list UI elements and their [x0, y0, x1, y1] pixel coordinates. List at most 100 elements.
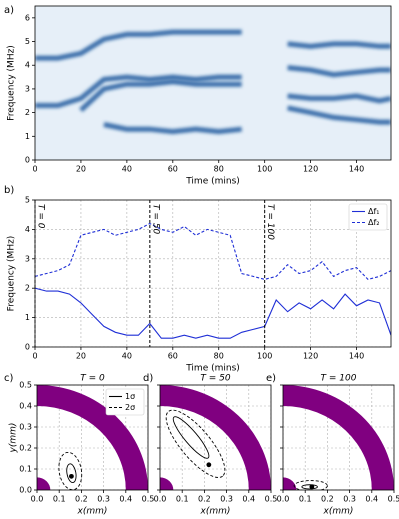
panel: e) T = 100 x(mm) 0.0 0.1 0.2 0.3 0.4 0.5	[266, 373, 399, 517]
contour	[293, 480, 328, 490]
y-tick-label: 0.5	[19, 381, 32, 390]
contour	[172, 416, 210, 459]
contour	[58, 451, 83, 490]
x-tick-label: 0.1	[176, 495, 189, 504]
contour	[301, 484, 318, 490]
x-tick-label: 0.5	[265, 495, 278, 504]
center-point	[309, 484, 315, 490]
y-tick-label: 1	[25, 132, 30, 141]
y-tick-label: 4	[25, 225, 30, 234]
heatmap-ridge	[35, 65, 391, 108]
y-tick-label: 3	[25, 84, 30, 93]
y-tick-label: 0	[25, 156, 30, 165]
annulus	[37, 385, 148, 490]
inner-disk	[37, 477, 51, 490]
axes-frame	[34, 199, 392, 348]
x-tick-label: 0.4	[119, 495, 132, 504]
x-tick-label: 0.2	[321, 495, 334, 504]
series-line	[35, 222, 391, 281]
x-axis-label: x(mm)	[323, 507, 354, 517]
x-tick-label: 100	[257, 352, 272, 361]
x-tick-label: 100	[257, 165, 272, 174]
legend-label: 1σ	[125, 392, 135, 401]
x-tick-label: 0.3	[97, 495, 110, 504]
x-tick-label: 40	[122, 165, 132, 174]
heatmap-ridge	[79, 79, 391, 113]
x-tick-label: 80	[214, 352, 224, 361]
inner-disk	[160, 477, 174, 490]
x-axis-label: x(mm)	[77, 507, 108, 517]
panel: d) T = 50 x(mm) 0.0 0.1 0.2 0.3 0.4 0.5	[143, 373, 277, 517]
y-axis-label: Frequency (MHz)	[7, 45, 17, 121]
annulus	[283, 385, 394, 490]
y-tick-label: 0.1	[19, 465, 32, 474]
y-tick-label: 0.3	[19, 423, 32, 432]
x-tick-label: 20	[76, 165, 86, 174]
x-tick-label: 60	[168, 165, 178, 174]
x-tick-label: 0.4	[242, 495, 255, 504]
x-tick-label: 40	[122, 352, 132, 361]
x-axis-label: Time (mins)	[185, 177, 240, 187]
x-tick-label: 120	[303, 165, 318, 174]
marker-label: T = 0	[36, 204, 46, 229]
contour	[66, 463, 77, 483]
panel-title: T = 0	[80, 374, 105, 384]
x-tick-label: 0.0	[31, 495, 44, 504]
axes-frame	[159, 384, 272, 491]
plot-area	[35, 6, 391, 160]
axes-frame	[34, 5, 392, 161]
x-tick-label: 60	[168, 352, 178, 361]
x-tick-label: 0.2	[75, 495, 88, 504]
annulus	[160, 385, 271, 490]
marker-label: T = 50	[150, 204, 160, 234]
axes-frame	[282, 384, 395, 491]
x-tick-label: 0	[32, 165, 37, 174]
x-tick-label: 80	[214, 165, 224, 174]
panel: a)Time (mins)Frequency (MHz)0 20 40 60 80 100…	[4, 5, 392, 187]
plot-area	[35, 200, 391, 347]
x-tick-label: 0.1	[299, 495, 312, 504]
marker-label: T = 100	[265, 204, 275, 240]
y-tick-label: 2	[25, 284, 30, 293]
x-tick-label: 140	[349, 352, 364, 361]
plot-area	[160, 385, 271, 490]
panel-title: T = 50	[200, 374, 230, 384]
panel-label: b)	[4, 185, 14, 196]
x-axis-label: x(mm)	[200, 507, 231, 517]
x-tick-label: 0.5	[388, 495, 399, 504]
panel-label: a)	[4, 5, 14, 16]
legend-label: 2σ	[125, 403, 135, 412]
legend-label: Δf₂	[368, 218, 380, 227]
center-point	[206, 462, 212, 468]
panel-label: d)	[143, 373, 153, 384]
x-tick-label: 0.5	[142, 495, 155, 504]
y-tick-label: 1	[25, 313, 30, 322]
panel-label: c)	[4, 373, 13, 384]
x-tick-label: 120	[303, 352, 318, 361]
legend-box	[348, 203, 388, 231]
inner-disk	[283, 477, 297, 490]
x-tick-label: 0.4	[365, 495, 378, 504]
y-tick-label: 0.0	[19, 486, 32, 495]
x-axis-label: Time (mins)	[185, 364, 240, 374]
x-tick-label: 0.2	[198, 495, 211, 504]
series-line	[35, 287, 391, 339]
y-tick-label: 5	[25, 37, 30, 46]
x-tick-label: 0.0	[277, 495, 290, 504]
center-point	[69, 473, 74, 479]
x-tick-label: 0.0	[154, 495, 167, 504]
axes-frame	[36, 384, 149, 491]
x-tick-label: 0.1	[53, 495, 66, 504]
panel: c) T = 0 x(mm) y(mm) 1σ 2σ 0.0 0.1 0.2 0.3 0.4 0.5 0…	[4, 373, 154, 517]
x-tick-label: 0.3	[220, 495, 233, 504]
plot-area	[37, 385, 148, 490]
panel: b) Time (mins) Frequency (MHz) T = 0 T = 50 T…	[4, 185, 392, 374]
x-tick-label: 0	[32, 352, 37, 361]
heatmap-ridge	[103, 105, 391, 135]
legend-label: Δf₁	[368, 207, 380, 216]
y-axis-label: y(mm)	[9, 423, 19, 454]
x-tick-label: 20	[76, 352, 86, 361]
y-tick-label: 6	[25, 13, 30, 22]
x-tick-label: 0.3	[343, 495, 356, 504]
